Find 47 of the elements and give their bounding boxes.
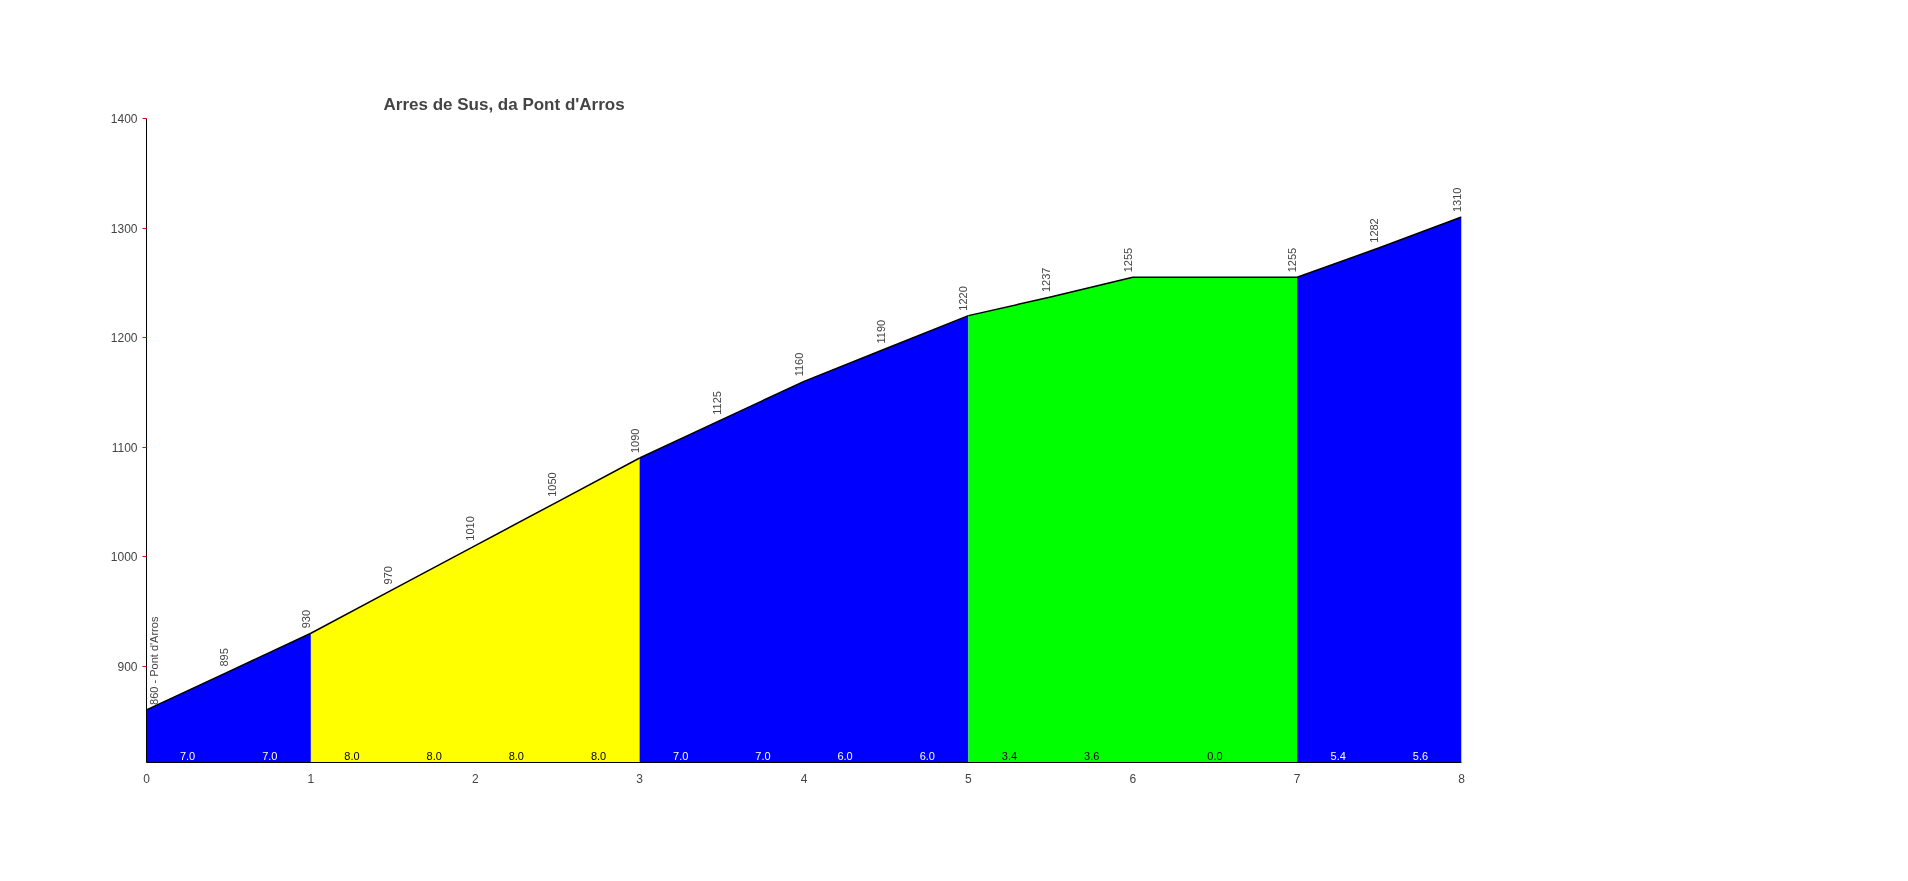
x-tick-label: 8 bbox=[1458, 771, 1466, 786]
data-label: 1010 bbox=[464, 516, 477, 541]
annotation: 8.0 bbox=[344, 749, 360, 762]
annotation: 5.4 bbox=[1330, 749, 1346, 762]
data-label: 895 bbox=[217, 648, 230, 667]
data-label: 1090 bbox=[628, 428, 641, 454]
annotation: 7.0 bbox=[262, 749, 278, 762]
y-tick-label: 1000 bbox=[110, 550, 138, 565]
y-tick-label: 1400 bbox=[110, 112, 138, 126]
annotation: 7.0 bbox=[673, 749, 689, 762]
data-label: 1237 bbox=[1039, 267, 1052, 293]
x-tick-label: 3 bbox=[636, 771, 644, 786]
y-tick-label: 1300 bbox=[110, 221, 138, 236]
x-tick-label: 2 bbox=[471, 771, 479, 786]
y-tick-label: 1200 bbox=[110, 331, 138, 346]
data-label: 1255 bbox=[1286, 247, 1299, 273]
annotation: 6.0 bbox=[837, 749, 853, 762]
x-tick-label: 1 bbox=[307, 771, 315, 786]
data-label: 1125 bbox=[710, 391, 723, 415]
data-label: 970 bbox=[382, 566, 395, 585]
annotation: 8.0 bbox=[508, 749, 524, 762]
x-tick-label: 0 bbox=[143, 771, 151, 786]
annotation: 3.6 bbox=[1084, 749, 1100, 762]
data-label: 930 bbox=[299, 609, 312, 629]
annotation: 3.4 bbox=[1001, 749, 1018, 762]
data-label: 1255 bbox=[1121, 247, 1134, 273]
annotation: 8.0 bbox=[590, 749, 607, 762]
x-tick-label: 5 bbox=[965, 771, 973, 786]
x-tick-label: 6 bbox=[1129, 771, 1137, 786]
chart-title: Arres de Sus, da Pont d'Arros bbox=[383, 94, 625, 114]
annotation: 8.0 bbox=[426, 749, 442, 762]
data-label: 1160 bbox=[793, 352, 805, 377]
annotation: 0.0 bbox=[1207, 749, 1223, 762]
data-label: 1310 bbox=[1450, 187, 1463, 213]
annotation: 7.0 bbox=[179, 749, 196, 762]
data-label: 1190 bbox=[875, 319, 888, 344]
y-tick-label: 1100 bbox=[111, 440, 138, 455]
data-label: 1282 bbox=[1368, 218, 1381, 243]
data-label: 860 - Pont d'Arros bbox=[147, 616, 160, 705]
y-tick-label: 900 bbox=[117, 659, 138, 674]
x-tick-label: 7 bbox=[1293, 771, 1301, 786]
data-label: 1220 bbox=[957, 286, 970, 311]
annotation: 7.0 bbox=[755, 749, 771, 762]
x-tick-label: 4 bbox=[800, 771, 808, 786]
annotation: 6.0 bbox=[919, 749, 935, 762]
annotation: 5.6 bbox=[1412, 749, 1429, 762]
data-label: 1050 bbox=[546, 472, 559, 497]
